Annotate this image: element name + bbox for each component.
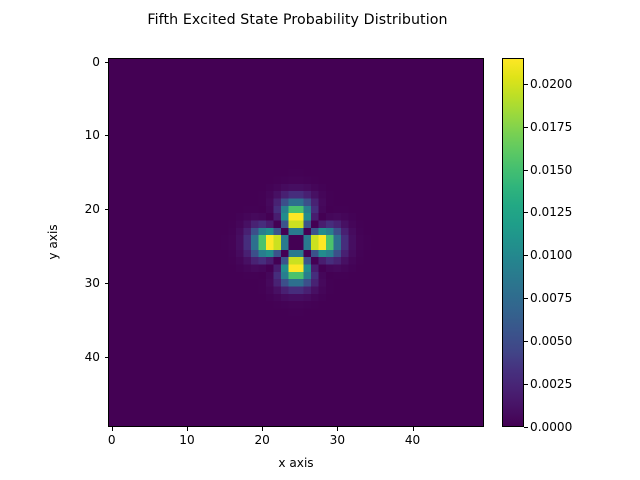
colorbar-tick-mark-1: [524, 384, 528, 386]
y-tick-label-0: 0: [92, 54, 100, 69]
y-tick-mark-2: [104, 209, 108, 211]
colorbar-tick-mark-4: [524, 255, 528, 257]
x-tick-mark-0: [111, 427, 113, 431]
x-tick-label-2: 20: [254, 433, 270, 447]
colorbar-tick-mark-2: [524, 341, 528, 343]
colorbar-tick-label-7: 0.0175: [530, 119, 573, 134]
x-tick-mark-4: [412, 427, 414, 431]
x-tick-mark-2: [262, 427, 264, 431]
colorbar-tick-label-1: 0.0025: [530, 377, 573, 392]
x-tick-mark-1: [186, 427, 188, 431]
x-tick-label-3: 30: [329, 433, 346, 447]
colorbar-tick-mark-5: [524, 212, 528, 214]
colorbar-tick-mark-6: [524, 169, 528, 171]
colorbar-tick-label-8: 0.0200: [530, 76, 573, 91]
y-tick-label-1: 10: [84, 128, 100, 143]
heatmap-image: [109, 59, 483, 426]
colorbar-tick-mark-3: [524, 298, 528, 300]
y-tick-label-3: 30: [84, 276, 100, 291]
x-axis-label: x axis: [278, 456, 314, 470]
colorbar-tick-label-4: 0.0100: [530, 248, 573, 263]
y-tick-label-2: 20: [84, 202, 100, 217]
y-tick-mark-0: [104, 61, 108, 63]
colorbar-tick-mark-7: [524, 126, 528, 128]
y-tick-mark-1: [104, 135, 108, 137]
colorbar-tick-label-0: 0.0000: [530, 420, 573, 434]
y-tick-mark-4: [104, 356, 108, 358]
y-axis-label: y axis: [46, 224, 60, 260]
x-tick-label-4: 40: [404, 433, 421, 447]
colorbar: [502, 58, 524, 427]
x-tick-label-0: 0: [107, 433, 116, 447]
colorbar-tick-label-2: 0.0050: [530, 334, 573, 349]
y-tick-mark-3: [104, 283, 108, 285]
x-tick-label-1: 10: [179, 433, 195, 447]
colorbar-tick-label-3: 0.0075: [530, 291, 573, 306]
colorbar-tick-mark-8: [524, 83, 528, 85]
colorbar-gradient: [503, 59, 523, 426]
x-tick-mark-3: [337, 427, 339, 431]
colorbar-tick-mark-0: [524, 427, 528, 428]
y-tick-label-4: 40: [84, 349, 100, 364]
colorbar-tick-label-5: 0.0125: [530, 205, 573, 220]
chart-title: Fifth Excited State Probability Distribu…: [147, 12, 448, 28]
colorbar-tick-label-6: 0.0150: [530, 162, 573, 177]
heatmap-axes: [108, 58, 484, 427]
